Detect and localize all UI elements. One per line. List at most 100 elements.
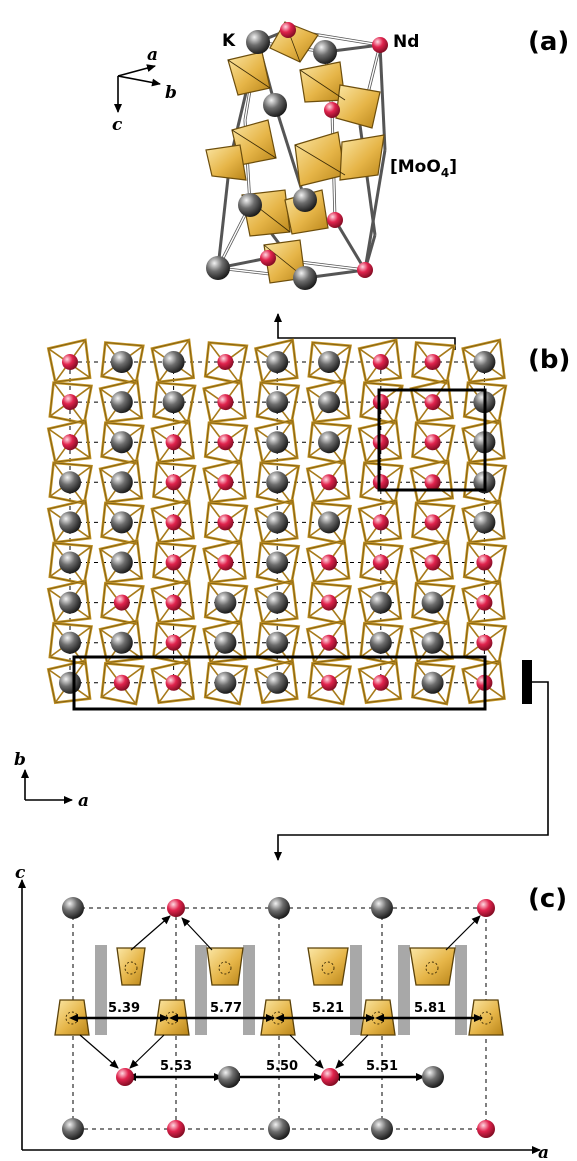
k-atom bbox=[421, 591, 444, 614]
lattice-cell bbox=[203, 661, 249, 706]
k-atom bbox=[293, 188, 317, 212]
k-atom bbox=[110, 471, 133, 494]
panel-c-axis-c-label: c bbox=[15, 863, 26, 883]
lattice-cell bbox=[410, 421, 456, 465]
panel-a-axis-c-label: c bbox=[112, 115, 123, 135]
connector-b-to-c bbox=[274, 681, 549, 861]
lattice-cell bbox=[150, 659, 196, 705]
label-moo4: [MoO4] bbox=[390, 157, 457, 180]
k-atom bbox=[214, 631, 237, 654]
mo-tetrahedron-edge bbox=[47, 419, 91, 463]
lattice-cell bbox=[150, 418, 196, 464]
lattice-cell bbox=[150, 498, 196, 544]
lattice-cell bbox=[410, 661, 456, 706]
k-atom bbox=[473, 511, 496, 534]
mo-tetrahedron-edge bbox=[410, 539, 454, 583]
mo-tetrahedron-edge bbox=[358, 499, 402, 543]
lattice-cell bbox=[203, 581, 249, 626]
mo-tetrahedron-edge bbox=[151, 419, 195, 463]
lattice-cell bbox=[151, 381, 197, 425]
mo-tetrahedron-edge bbox=[47, 499, 91, 543]
nd-atom bbox=[321, 634, 337, 651]
k-atom bbox=[263, 93, 287, 117]
lattice-cell bbox=[100, 501, 145, 546]
lattice-cell bbox=[150, 338, 196, 384]
lattice-cell bbox=[254, 338, 299, 384]
lattice-cell bbox=[48, 381, 94, 425]
panel-a-mo-tetrahedra bbox=[205, 21, 385, 284]
nd-atom bbox=[321, 474, 337, 491]
lattice-cell bbox=[461, 659, 506, 705]
mo-tetrahedron-edge bbox=[47, 580, 91, 623]
nd-atom bbox=[372, 354, 389, 370]
mo-tetrahedron-edge bbox=[462, 419, 505, 463]
mo-tetrahedron-edge bbox=[462, 499, 505, 543]
lattice-cell bbox=[202, 538, 247, 584]
panel-a: (a) a b c bbox=[112, 21, 569, 290]
nd-atom bbox=[165, 674, 182, 691]
k-atom bbox=[266, 471, 289, 494]
mo-tetrahedron-edge bbox=[99, 459, 143, 503]
k-atom bbox=[369, 591, 392, 614]
mo-tetrahedron-edge bbox=[462, 580, 505, 623]
mo-tetrahedron-edge bbox=[255, 339, 298, 383]
mo-tetrahedron-edge bbox=[151, 339, 195, 383]
lattice-cell bbox=[46, 498, 92, 544]
nd-atom bbox=[165, 554, 182, 571]
panel-b-axes: b a bbox=[14, 750, 89, 811]
lattice-cell bbox=[409, 378, 455, 424]
k-atom bbox=[266, 431, 289, 454]
lattice-cell bbox=[462, 621, 508, 666]
panel-a-atoms bbox=[206, 22, 388, 290]
mo-tetrahedron-edge bbox=[255, 499, 298, 543]
lattice-cell bbox=[307, 581, 353, 626]
nd-atom bbox=[424, 474, 441, 491]
nd-atom bbox=[62, 354, 78, 370]
nd-atom bbox=[357, 262, 373, 278]
k-atom bbox=[110, 511, 133, 534]
nd-atom bbox=[165, 434, 182, 451]
panel-b-axis-b-label: b bbox=[14, 750, 26, 770]
lattice-cell bbox=[254, 659, 299, 705]
lattice-cell bbox=[151, 541, 197, 586]
lattice-cell bbox=[359, 461, 404, 506]
lattice-cell bbox=[461, 338, 506, 384]
lattice-cell bbox=[307, 661, 353, 706]
panel-b-unit-cell-box bbox=[377, 388, 487, 492]
k-atom bbox=[162, 351, 185, 373]
lattice-cell bbox=[359, 541, 404, 586]
nd-atom bbox=[217, 474, 234, 491]
lattice-cell bbox=[98, 458, 144, 504]
lattice-cell bbox=[202, 458, 247, 504]
lattice-cell bbox=[461, 578, 506, 624]
lattice-cell bbox=[254, 578, 299, 624]
k-atom bbox=[268, 1118, 290, 1140]
k-atom bbox=[62, 1118, 84, 1140]
panel-c: (c) c a bbox=[15, 863, 567, 1161]
lattice-cell bbox=[357, 418, 403, 464]
k-atom bbox=[371, 897, 393, 919]
panel-c-axes: c a bbox=[15, 863, 549, 1161]
mo-tetrahedron-edge bbox=[151, 580, 195, 623]
panel-b-cell-lines bbox=[69, 361, 485, 684]
lattice-cell bbox=[202, 378, 247, 424]
lattice-cell bbox=[255, 461, 301, 506]
nd-atom bbox=[217, 394, 234, 411]
k-atom bbox=[218, 1066, 240, 1088]
nd-atom bbox=[165, 474, 182, 491]
lattice-cell bbox=[151, 621, 197, 666]
lattice-cell bbox=[254, 498, 299, 544]
lattice-cell bbox=[409, 538, 455, 584]
lattice-cell bbox=[307, 421, 353, 465]
distance-label: 5.39 bbox=[108, 1001, 140, 1016]
k-atom bbox=[246, 30, 270, 54]
k-atom bbox=[266, 671, 289, 694]
nd-atom bbox=[217, 434, 234, 451]
nd-atom bbox=[477, 899, 495, 917]
mo-tetrahedron-edge bbox=[255, 580, 298, 623]
nd-atom bbox=[424, 354, 441, 370]
lattice-cell bbox=[98, 378, 144, 424]
panel-c-spacers bbox=[95, 945, 467, 1035]
k-atom bbox=[266, 591, 289, 614]
label-nd: Nd bbox=[393, 32, 419, 52]
